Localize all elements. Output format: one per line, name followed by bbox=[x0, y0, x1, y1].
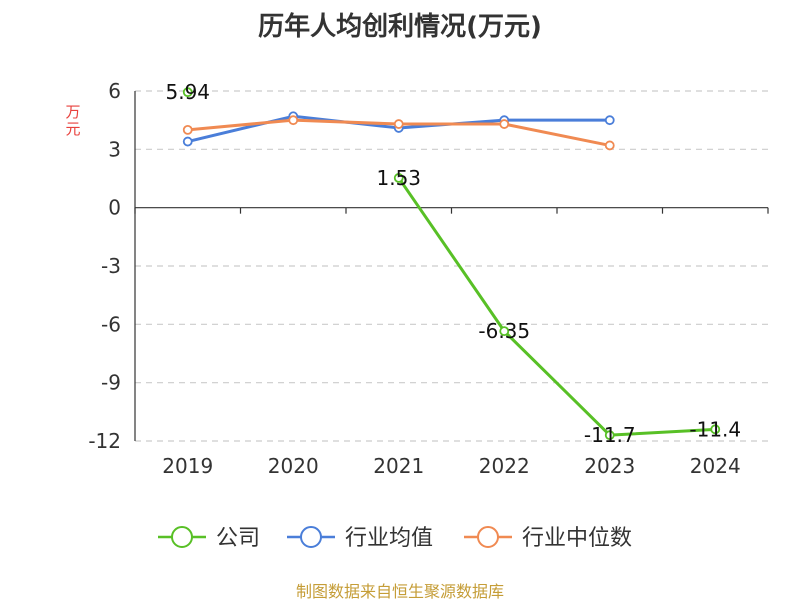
data-point bbox=[710, 424, 721, 435]
data-point bbox=[393, 173, 404, 183]
y-tick-label: -12 bbox=[88, 429, 121, 453]
data-point bbox=[182, 87, 193, 98]
y-tick-label: 0 bbox=[108, 196, 121, 220]
legend-label: 行业均值 bbox=[345, 526, 433, 551]
data-point bbox=[288, 115, 299, 126]
data-label: -6.35 bbox=[478, 319, 530, 343]
data-source-footer: 制图数据来自恒生聚源数据库 bbox=[295, 582, 504, 601]
data-point bbox=[604, 430, 615, 441]
series-line bbox=[397, 177, 716, 437]
y-tick-label: 6 bbox=[108, 79, 121, 103]
data-point bbox=[393, 119, 404, 129]
data-label: 1.53 bbox=[376, 166, 421, 190]
data-point bbox=[499, 119, 510, 129]
data-point bbox=[182, 124, 193, 135]
x-tick-label: 2021 bbox=[373, 454, 424, 478]
legend-marker bbox=[171, 526, 193, 548]
data-point bbox=[604, 115, 615, 126]
y-tick-label: -9 bbox=[101, 371, 121, 395]
y-tick-label: 3 bbox=[108, 137, 121, 161]
x-tick-label: 2020 bbox=[268, 454, 319, 478]
legend-marker bbox=[477, 526, 499, 548]
chart-title: 历年人均创利情况(万元) bbox=[258, 12, 542, 42]
data-point bbox=[182, 136, 193, 147]
legend-marker bbox=[300, 526, 322, 548]
x-tick-label: 2024 bbox=[690, 454, 741, 478]
data-point bbox=[604, 140, 615, 151]
data-label: 5.94 bbox=[165, 80, 210, 104]
y-tick-label: -6 bbox=[101, 312, 121, 336]
x-tick-label: 2019 bbox=[162, 454, 213, 478]
y-axis-unit: 万元 bbox=[65, 103, 81, 138]
legend-label: 公司 bbox=[216, 526, 260, 551]
y-tick-label: -3 bbox=[101, 254, 121, 278]
x-tick-label: 2022 bbox=[479, 454, 530, 478]
data-label: -11.4 bbox=[689, 417, 741, 441]
legend-label: 行业中位数 bbox=[522, 526, 632, 551]
x-tick-label: 2023 bbox=[584, 454, 635, 478]
data-label: -11.7 bbox=[584, 423, 636, 447]
data-point bbox=[499, 326, 510, 337]
